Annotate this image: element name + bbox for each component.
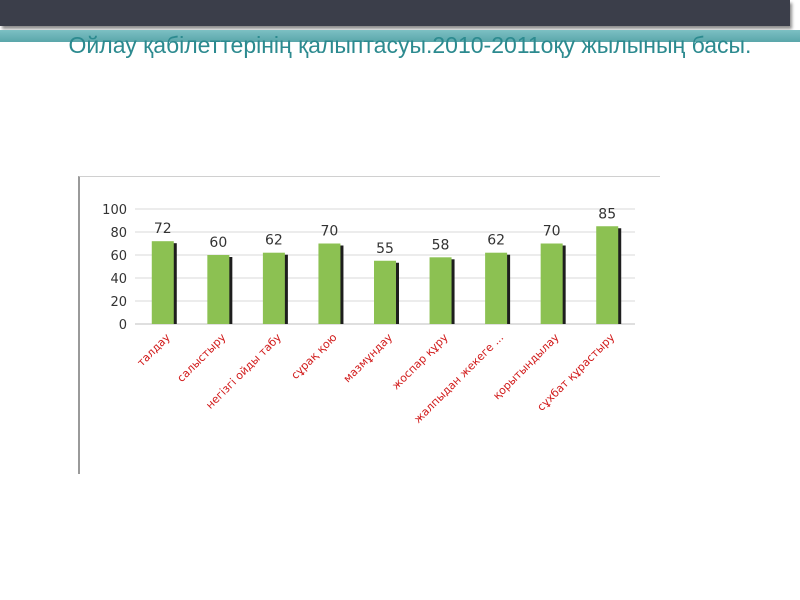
bar [540, 243, 563, 324]
y-tick-label: 40 [110, 272, 127, 287]
slide-title: Ойлау қабілеттерінің қалыптасуы.2010-201… [68, 32, 752, 58]
bar-value-label: 72 [154, 221, 172, 237]
bar-chart: 02040608010072талдау60салыстыру62негізгі… [102, 203, 635, 426]
y-tick-label: 0 [119, 318, 127, 333]
bar-value-label: 60 [209, 235, 227, 251]
bar [262, 252, 285, 324]
y-tick-label: 100 [102, 203, 127, 218]
bar [485, 252, 508, 324]
y-tick-label: 60 [110, 249, 127, 264]
category-label: мазмұндау [341, 331, 396, 386]
top-decor-bar [0, 0, 790, 26]
category-label: жалпыдан жекеге ... [411, 331, 506, 426]
category-label: салыстыру [175, 331, 229, 385]
bar-value-label: 70 [543, 224, 561, 240]
bar-value-label: 55 [376, 241, 394, 257]
bar-value-label: 85 [598, 206, 616, 222]
teal-decor-band [0, 30, 800, 42]
chart-area: 0 20 40 60 80 100 72 талдау 60 салыстыру 62 негізгі… [78, 176, 660, 474]
category-label: талдау [135, 331, 174, 370]
bar [151, 241, 174, 324]
bar-value-label: 62 [487, 233, 505, 249]
category-label: сұрақ қою [289, 331, 340, 382]
bar [374, 260, 396, 324]
y-tick-label: 80 [110, 226, 127, 241]
category-label: жоспар құру [389, 331, 451, 393]
bar [207, 255, 230, 324]
bar [596, 226, 619, 324]
bar-value-label: 58 [432, 237, 450, 253]
bar [429, 257, 452, 324]
y-tick-label: 20 [110, 295, 127, 310]
bar-value-label: 62 [265, 233, 283, 249]
bar-value-label: 70 [321, 224, 339, 240]
bar [318, 243, 341, 324]
